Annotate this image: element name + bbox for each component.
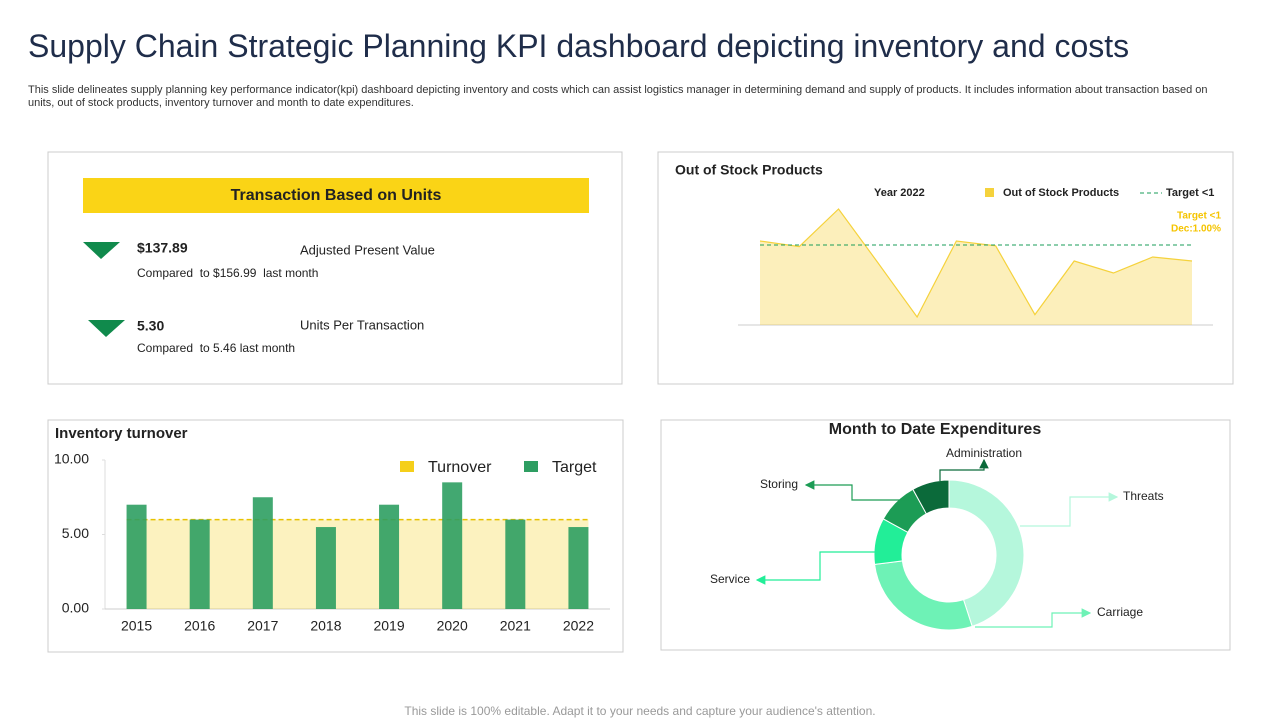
kpi-compare: Compared to $156.99 last month	[137, 266, 318, 280]
x-tick-label: 2018	[310, 618, 341, 634]
x-tick-label: 2022	[563, 618, 594, 634]
bar	[568, 527, 589, 609]
chart-title: Month to Date Expenditures	[829, 421, 1042, 438]
legend-label: Out of Stock Products	[1003, 187, 1119, 199]
panel	[660, 419, 1231, 651]
y-tick-label: 5.00	[62, 525, 89, 541]
down-icon	[88, 320, 125, 337]
annotation: Target <1	[1177, 211, 1221, 222]
legend-swatch	[985, 188, 994, 197]
x-tick-label: 2019	[373, 618, 404, 634]
y-tick-label: 10.00	[54, 451, 89, 467]
kpi-compare: Compared to 5.46 last month	[137, 341, 295, 355]
legend-label: Target	[552, 459, 597, 476]
donut-segment	[948, 479, 1025, 627]
legend-label: Target <1	[1166, 187, 1214, 199]
panel	[47, 419, 624, 653]
bar	[189, 519, 210, 609]
slice-label: Threats	[1123, 489, 1164, 503]
annotation: Dec:1.00%	[1171, 224, 1221, 235]
area	[760, 209, 1192, 325]
slice-label: Administration	[946, 446, 1022, 460]
bar	[505, 519, 526, 609]
panel	[47, 151, 623, 385]
kpi-label: Units Per Transaction	[300, 317, 424, 332]
y-tick-label: 0.00	[62, 600, 89, 616]
chart-subtitle: Year 2022	[874, 187, 925, 199]
x-tick-label: 2015	[121, 618, 152, 634]
panel	[657, 151, 1234, 385]
leader-line	[975, 608, 1092, 628]
bar	[252, 497, 273, 609]
bar	[379, 504, 400, 609]
slice-label: Carriage	[1097, 605, 1143, 619]
x-tick-label: 2020	[437, 618, 468, 634]
kpi-label: Adjusted Present Value	[300, 242, 435, 257]
leader-line	[1020, 492, 1119, 527]
donut-segment	[874, 560, 973, 631]
kpi-title: Transaction Based on Units	[231, 187, 442, 204]
leader-line	[939, 458, 989, 481]
area-line	[759, 208, 1193, 319]
bar	[126, 504, 147, 609]
chart-title: Out of Stock Products	[675, 162, 823, 178]
chart-title: Inventory turnover	[55, 425, 188, 442]
page-title: Supply Chain Strategic Planning KPI dash…	[28, 28, 1130, 64]
x-tick-label: 2016	[184, 618, 215, 634]
slice-label: Storing	[760, 477, 798, 491]
legend-swatch	[400, 461, 414, 472]
bar	[442, 482, 463, 609]
legend-label: Turnover	[428, 459, 492, 476]
kpi-value: 5.30	[137, 318, 164, 334]
legend-swatch	[524, 461, 538, 472]
page-subtitle: This slide delineates supply planning ke…	[28, 84, 1208, 109]
leader-line	[804, 480, 905, 501]
area	[126, 519, 589, 609]
kpi-header	[83, 178, 589, 213]
leader-line	[755, 551, 885, 585]
kpi-value: $137.89	[137, 240, 188, 256]
donut-segment	[912, 479, 950, 515]
bar	[315, 527, 336, 609]
down-icon	[83, 242, 120, 259]
x-tick-label: 2017	[247, 618, 278, 634]
footer: This slide is 100% editable. Adapt it to…	[404, 704, 875, 718]
slice-label: Service	[710, 572, 750, 586]
x-tick-label: 2021	[500, 618, 531, 634]
